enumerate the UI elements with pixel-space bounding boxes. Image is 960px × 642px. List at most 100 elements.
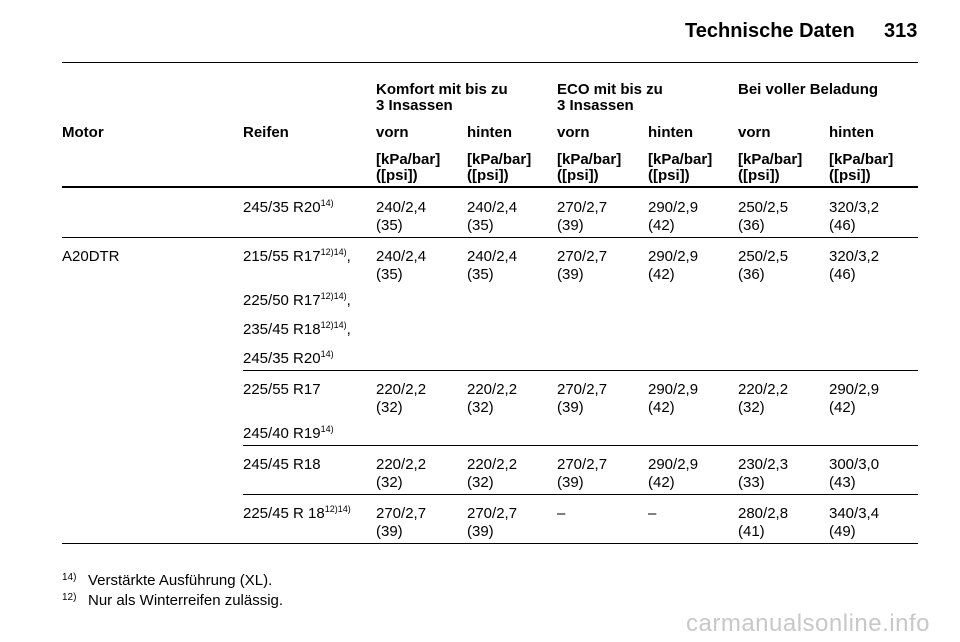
pressure-value: 290/2,9 — [829, 381, 880, 398]
footnote-mark: 14) — [62, 572, 77, 583]
tire: 245/40 R1914) — [243, 425, 334, 443]
footnote-ref: 14) — [320, 424, 334, 434]
tire-size: 245/35 R20 — [243, 350, 321, 367]
pressure-value: 270/2,7 — [557, 199, 608, 216]
column-header: vorn — [557, 124, 590, 141]
motor: A20DTR — [62, 248, 120, 265]
pressure-value: 240/2,4 — [376, 248, 427, 265]
unit-header: ([psi]) — [557, 167, 599, 184]
footnote-text: Nur als Winterreifen zulässig. — [88, 592, 284, 609]
tire-size: 225/55 R17 — [243, 381, 321, 398]
pressure-value: (39) — [376, 523, 403, 540]
column-header: vorn — [376, 124, 409, 141]
tire-size: 245/45 R18 — [243, 456, 321, 473]
pressure-value: (39) — [557, 217, 584, 234]
pressure-value: (35) — [376, 266, 403, 283]
top-rule — [62, 62, 918, 63]
tire: 225/50 R1712)14), — [243, 292, 351, 310]
tire: 235/45 R1812)14), — [243, 321, 351, 339]
section-title: Technische Daten — [685, 20, 855, 42]
tire: 245/45 R18 — [243, 456, 321, 474]
pressure-value: 220/2,2 — [467, 456, 518, 473]
unit-header: [kPa/bar] — [557, 151, 622, 168]
table-rule — [243, 370, 918, 371]
pressure-value: 220/2,2 — [376, 381, 427, 398]
pressure-value: (39) — [467, 523, 494, 540]
pressure-value: 270/2,7 — [557, 248, 608, 265]
page-number: 313 — [884, 20, 918, 42]
footnote-ref: 12)14) — [320, 320, 347, 330]
footnote-mark: 12) — [62, 592, 77, 603]
tire-size: 245/40 R19 — [243, 425, 321, 442]
unit-header: [kPa/bar] — [738, 151, 803, 168]
group-header: Komfort mit bis zu — [376, 81, 508, 98]
pressure-value: 290/2,9 — [648, 248, 699, 265]
pressure-value: (41) — [738, 523, 765, 540]
pressure-value: (32) — [738, 399, 765, 416]
tire: 245/35 R2014) — [243, 350, 334, 368]
pressure-value: – — [648, 505, 657, 522]
pressure-value: (32) — [376, 399, 403, 416]
table-rule — [62, 237, 918, 238]
pressure-value: 240/2,4 — [467, 248, 518, 265]
pressure-value: 280/2,8 — [738, 505, 789, 522]
pressure-value: (36) — [738, 266, 765, 283]
table-rule — [243, 445, 918, 446]
group-header: 3 Insassen — [557, 97, 634, 114]
pressure-value: (42) — [829, 399, 856, 416]
column-header: hinten — [648, 124, 693, 141]
pressure-value: (42) — [648, 266, 675, 283]
pressure-value: (43) — [829, 474, 856, 491]
pressure-value: (36) — [738, 217, 765, 234]
table-rule — [62, 186, 918, 188]
group-header: 3 Insassen — [376, 97, 453, 114]
pressure-value: – — [557, 505, 566, 522]
unit-header: [kPa/bar] — [467, 151, 532, 168]
pressure-value: 290/2,9 — [648, 199, 699, 216]
unit-header: ([psi]) — [829, 167, 871, 184]
tire: 225/45 R 1812)14) — [243, 505, 351, 523]
table-rule — [62, 543, 918, 544]
pressure-value: 270/2,7 — [557, 381, 608, 398]
footnote-ref: 12)14) — [320, 247, 347, 257]
unit-header: [kPa/bar] — [648, 151, 713, 168]
pressure-value: 290/2,9 — [648, 456, 699, 473]
pressure-value: 270/2,7 — [557, 456, 608, 473]
pressure-value: 250/2,5 — [738, 248, 789, 265]
footnote-ref: 14) — [320, 349, 334, 359]
pressure-value: 220/2,2 — [376, 456, 427, 473]
pressure-value: 230/2,3 — [738, 456, 789, 473]
column-header: Reifen — [243, 124, 289, 141]
pressure-value: 340/3,4 — [829, 505, 880, 522]
pressure-value: 270/2,7 — [376, 505, 427, 522]
footnote-text: Verstärkte Ausführung (XL). — [88, 572, 273, 589]
footnote-ref: 12)14) — [324, 504, 351, 514]
column-header: vorn — [738, 124, 771, 141]
table-rule — [243, 494, 918, 495]
unit-header: ([psi]) — [648, 167, 690, 184]
pressure-value: 270/2,7 — [467, 505, 518, 522]
column-header: hinten — [467, 124, 512, 141]
pressure-value: (46) — [829, 217, 856, 234]
column-header: hinten — [829, 124, 874, 141]
pressure-value: (39) — [557, 266, 584, 283]
pressure-value: 290/2,9 — [648, 381, 699, 398]
pressure-value: (42) — [648, 399, 675, 416]
pressure-value: (32) — [467, 474, 494, 491]
pressure-value: 300/3,0 — [829, 456, 880, 473]
group-header: Bei voller Beladung — [738, 81, 879, 98]
tire-size: 225/50 R17 — [243, 292, 321, 309]
tire-size: 235/45 R18 — [243, 321, 321, 338]
pressure-value: (46) — [829, 266, 856, 283]
footnote-ref: 12)14) — [320, 291, 347, 301]
pressure-value: 240/2,4 — [376, 199, 427, 216]
pressure-value: 220/2,2 — [467, 381, 518, 398]
unit-header: ([psi]) — [738, 167, 780, 184]
tire-size: 215/55 R17 — [243, 248, 321, 265]
pressure-value: (35) — [467, 217, 494, 234]
tire-size: 225/45 R 18 — [243, 505, 325, 522]
pressure-value: (35) — [376, 217, 403, 234]
unit-header: ([psi]) — [467, 167, 509, 184]
pressure-value: (35) — [467, 266, 494, 283]
